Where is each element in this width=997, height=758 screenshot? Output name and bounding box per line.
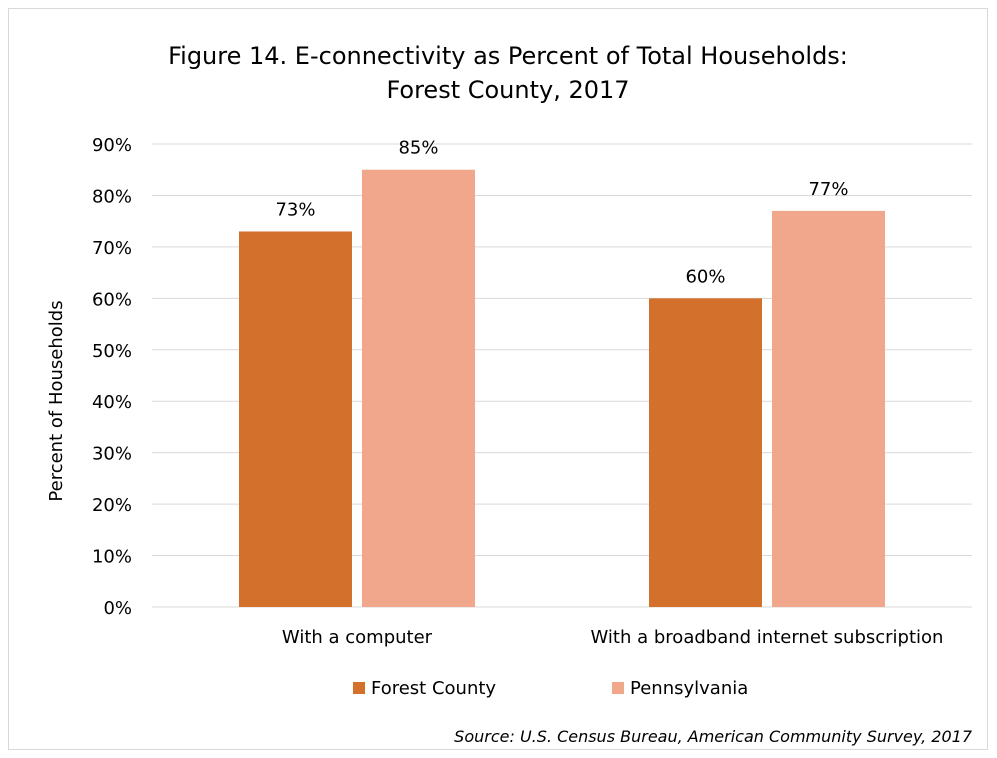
bar-value-label: 85% (398, 138, 438, 159)
y-axis-label: Percent of Households (46, 300, 67, 501)
bar-value-label: 73% (275, 199, 315, 220)
y-tick-label: 10% (92, 547, 132, 568)
x-tick-label: With a computer (282, 627, 433, 648)
chart-title-line-2: Forest County, 2017 (386, 76, 629, 104)
bar-value-label: 60% (685, 266, 725, 287)
bar (649, 298, 762, 607)
bars (239, 169, 885, 607)
y-tick-label: 70% (92, 238, 132, 259)
x-tick-labels: With a computer With a broadband internet… (282, 627, 944, 648)
y-tick-labels: 0% 10% 20% 30% 40% 50% 60% 70% 80% 90% (92, 135, 132, 619)
y-tick-label: 30% (92, 444, 132, 465)
legend-swatch (612, 682, 624, 694)
y-tick-label: 20% (92, 495, 132, 516)
bar-value-label: 77% (808, 179, 848, 200)
legend-swatch (353, 682, 365, 694)
y-tick-label: 80% (92, 186, 132, 207)
legend-label: Pennsylvania (630, 678, 748, 699)
chart-title-line-1: Figure 14. E-connectivity as Percent of … (168, 42, 848, 70)
bar (772, 210, 885, 607)
y-tick-label: 60% (92, 289, 132, 310)
y-tick-label: 90% (92, 135, 132, 156)
y-tick-label: 40% (92, 392, 132, 413)
legend: Forest County Pennsylvania (353, 678, 748, 699)
bar (239, 231, 352, 607)
source-note: Source: U.S. Census Bureau, American Com… (454, 727, 973, 746)
y-tick-label: 50% (92, 341, 132, 362)
bar-value-labels: 73% 85% 60% 77% (275, 138, 848, 288)
bar (362, 169, 475, 607)
legend-label: Forest County (371, 678, 496, 699)
y-tick-label: 0% (103, 598, 132, 619)
x-tick-label: With a broadband internet subscription (591, 627, 944, 648)
